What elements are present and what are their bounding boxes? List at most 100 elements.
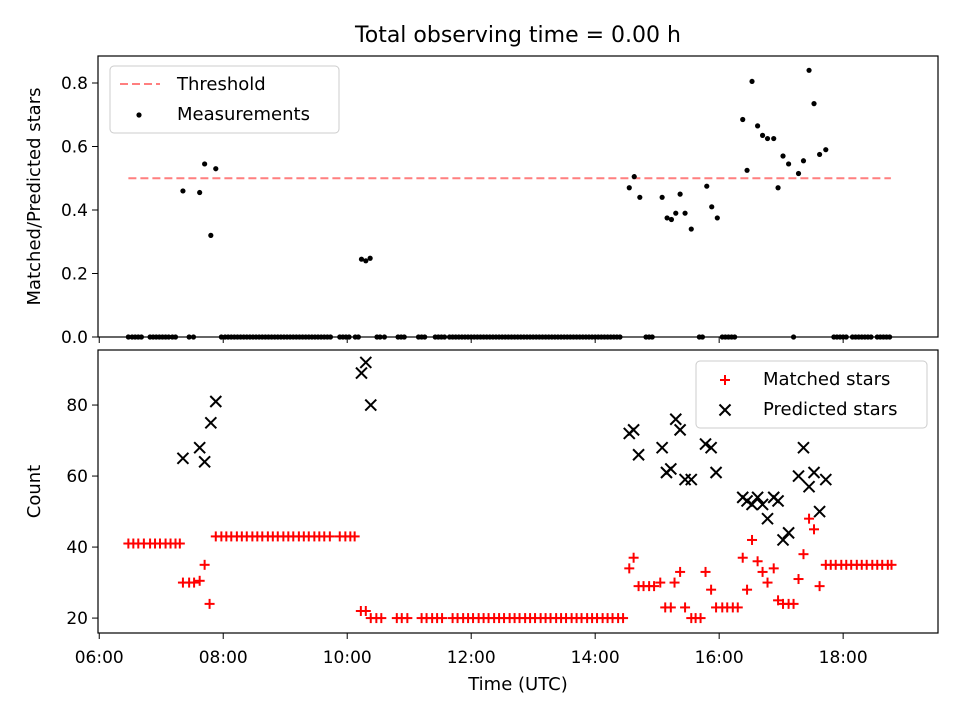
y-tick-label: 0.0 xyxy=(61,328,88,348)
measurement-point xyxy=(358,256,365,262)
marker-stroke xyxy=(751,491,764,504)
measurement-point xyxy=(668,216,675,223)
predicted-stars-point xyxy=(776,533,790,547)
marker-stroke xyxy=(664,462,678,476)
matched-stars-point xyxy=(742,584,753,595)
predicted-stars-point xyxy=(761,512,774,525)
marker-stroke xyxy=(745,498,759,511)
x-tick-label: 10:00 xyxy=(323,648,372,668)
measurement-point xyxy=(637,194,643,200)
predicted-stars-point xyxy=(709,466,723,479)
measurement-point xyxy=(780,153,786,159)
bottom-legend: Matched stars Predicted stars xyxy=(695,360,928,429)
measurement-point xyxy=(744,167,750,173)
predicted-stars-point xyxy=(176,452,190,465)
marker-stroke xyxy=(807,466,821,479)
measurement-point xyxy=(363,258,369,264)
predicted-stars-point xyxy=(771,494,785,508)
legend-measurements-label: Measurements xyxy=(177,104,310,125)
matched-stars-point xyxy=(199,559,210,570)
y-tick-label: 0.6 xyxy=(61,137,88,157)
matched-stars-point xyxy=(194,575,205,586)
matched-stars-point xyxy=(695,613,706,624)
predicted-stars-point xyxy=(802,480,816,493)
predicted-stars-point xyxy=(792,469,805,483)
predicted-stars-point xyxy=(209,395,222,408)
measurement-point xyxy=(673,210,679,216)
matched-stars-point xyxy=(649,581,660,592)
marker-stroke xyxy=(193,441,206,454)
marker-stroke xyxy=(761,512,774,525)
measurement-point xyxy=(816,151,823,158)
matched-stars-point xyxy=(752,556,763,567)
legend-matched-swatch xyxy=(720,375,730,385)
marker-stroke xyxy=(797,441,810,454)
x-tick-label: 12:00 xyxy=(447,648,496,668)
matched-stars-point xyxy=(798,549,809,560)
predicted-stars-point xyxy=(669,413,682,426)
measurement-point xyxy=(688,226,694,232)
measurement-point xyxy=(823,147,829,153)
marker-stroke xyxy=(204,416,218,429)
predicted-stars-point xyxy=(704,441,718,454)
measurement-point xyxy=(811,101,817,107)
matched-stars-point xyxy=(768,563,779,574)
predicted-stars-point xyxy=(745,498,759,511)
marker-stroke xyxy=(627,423,640,437)
matched-stars-point xyxy=(737,552,748,563)
x-tick-label: 06:00 xyxy=(75,648,124,668)
matched-stars-point xyxy=(762,577,773,588)
matched-stars-point xyxy=(809,524,820,535)
bottom-axes-frame xyxy=(97,349,939,634)
predicted-stars-point xyxy=(632,448,645,461)
predicted-stars-point xyxy=(751,491,764,504)
measurement-point xyxy=(180,188,186,194)
measurement-point xyxy=(785,161,792,167)
measurement-point xyxy=(759,132,766,138)
bottom-y-axis-label: Count xyxy=(24,465,45,518)
figure-title: Total observing time = 0.00 h xyxy=(354,23,681,48)
predicted-stars-point xyxy=(807,466,821,479)
measurement-point xyxy=(800,158,807,164)
y-tick-label: 0.2 xyxy=(61,264,88,284)
marker-stroke xyxy=(792,469,805,483)
x-tick-label: 14:00 xyxy=(571,648,620,668)
predicted-stars-point xyxy=(198,455,211,469)
legend-box xyxy=(109,65,340,134)
matched-stars-point xyxy=(665,602,676,613)
top-legend: Threshold Measurements xyxy=(109,65,340,134)
legend-predicted-swatch xyxy=(718,403,732,417)
marker-stroke xyxy=(776,533,790,547)
matched-stars-point xyxy=(680,602,691,613)
marker-stroke xyxy=(709,466,723,479)
predicted-stars-point xyxy=(673,423,687,437)
bottom-plot-area xyxy=(123,356,897,624)
predicted-stars-point xyxy=(819,473,833,486)
measurement-point xyxy=(740,116,746,123)
predicted-stars-point xyxy=(359,356,373,369)
predicted-stars-point xyxy=(685,473,698,486)
marker-stroke xyxy=(704,441,718,454)
matched-stars-point xyxy=(204,598,215,609)
top-y-axis-label: Matched/Predicted stars xyxy=(24,88,45,306)
matched-stars-point xyxy=(669,577,680,588)
measurement-point xyxy=(202,161,208,167)
measurement-point xyxy=(682,210,688,216)
marker-stroke xyxy=(364,398,377,412)
marker-stroke xyxy=(699,437,712,451)
legend-predicted-label: Predicted stars xyxy=(763,399,897,420)
matched-stars-point xyxy=(402,613,413,624)
measurement-point xyxy=(208,232,214,238)
measurement-point xyxy=(795,170,802,177)
top-plot-area xyxy=(125,67,893,340)
legend-matched-label: Matched stars xyxy=(763,369,890,390)
measurement-point xyxy=(704,183,710,189)
matched-stars-point xyxy=(706,584,717,595)
marker-stroke xyxy=(632,448,645,461)
legend-threshold-label: Threshold xyxy=(176,74,266,95)
marker-stroke xyxy=(756,498,769,511)
bottom-y-ticks: 20 40 60 80 xyxy=(66,396,98,629)
marker-stroke xyxy=(209,395,222,408)
marker-stroke xyxy=(771,494,785,508)
